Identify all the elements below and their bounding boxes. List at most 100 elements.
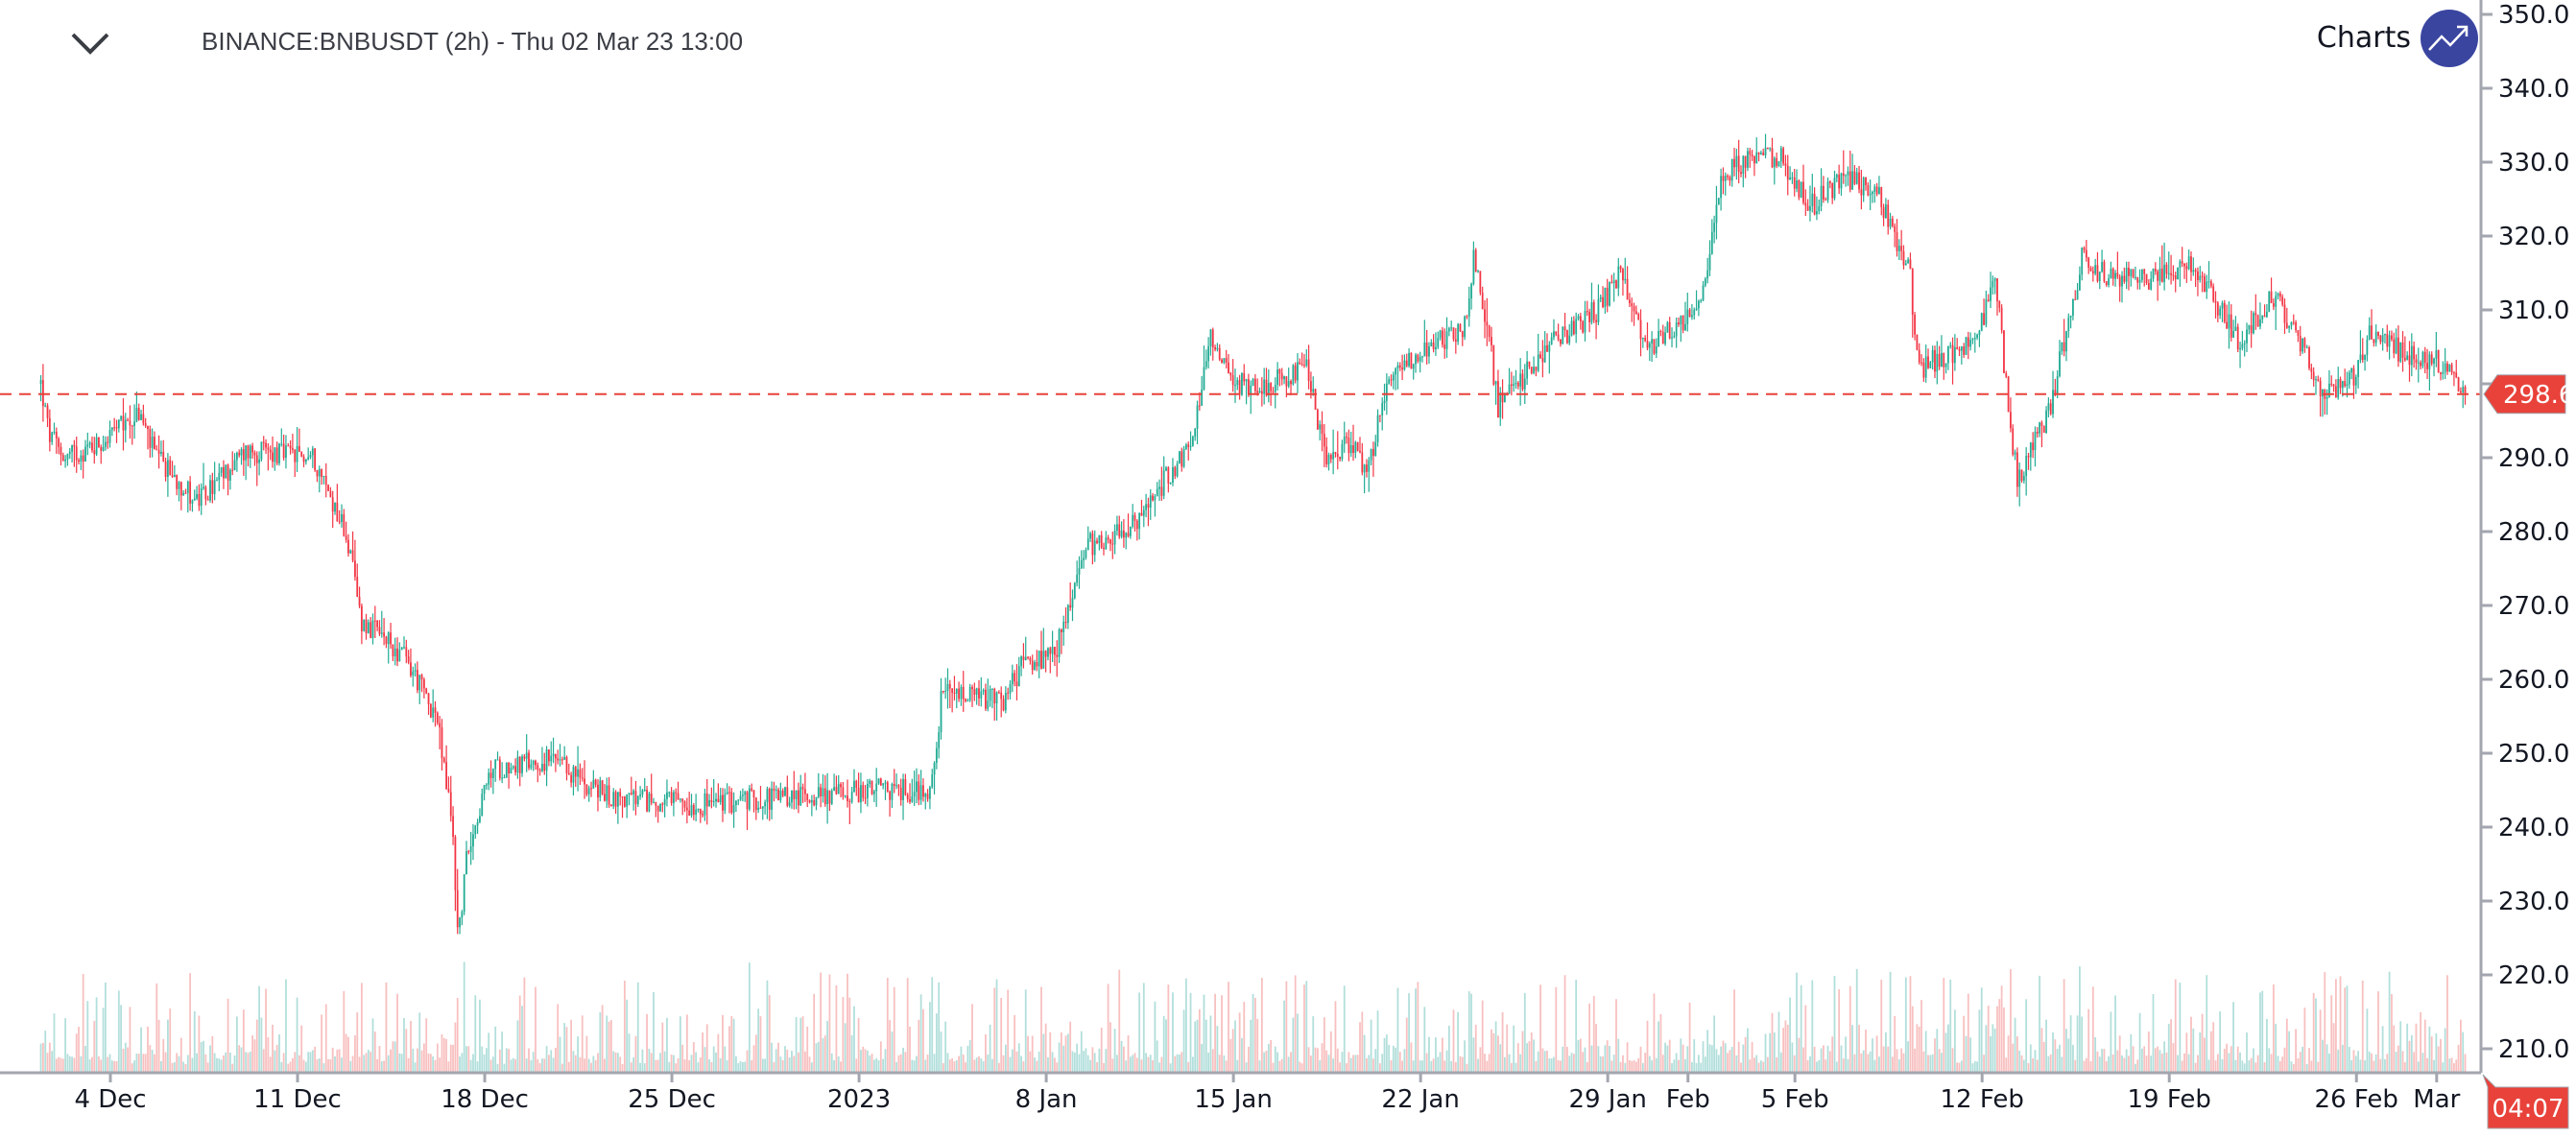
candle-body	[1477, 271, 1479, 273]
candle	[2128, 261, 2130, 291]
volume-bar	[41, 1042, 44, 1072]
candle	[518, 756, 521, 787]
brand-logo[interactable]	[2421, 10, 2478, 67]
volume-bar	[2239, 1052, 2241, 1072]
candle-body	[1100, 534, 1103, 548]
volume-bar	[940, 1031, 942, 1072]
volume-bar	[193, 1010, 196, 1072]
candle	[1432, 334, 1435, 353]
candle	[1528, 361, 1531, 369]
volume-bar	[1127, 1035, 1130, 1072]
volume-bar	[338, 1049, 341, 1072]
candle	[777, 787, 779, 801]
candle-body	[2194, 270, 2197, 272]
volume-bar	[1764, 1033, 1767, 1072]
candle-body	[2214, 300, 2217, 303]
candle-body	[1546, 344, 1548, 352]
candle	[2216, 300, 2219, 322]
candle	[1194, 427, 1197, 441]
candle	[211, 472, 214, 504]
volume-bar	[1860, 1053, 1863, 1072]
candle-body	[1639, 320, 1642, 340]
candle	[2384, 333, 2386, 344]
candle-body	[1488, 325, 1491, 338]
volume-bar	[285, 979, 287, 1072]
volume-bar	[847, 973, 848, 1072]
volume-bar	[304, 1061, 307, 1072]
volume-bar	[2393, 1025, 2396, 1072]
candle	[1225, 349, 1228, 368]
candle-body	[606, 785, 608, 801]
candle-body	[1769, 148, 1772, 150]
volume-bar	[459, 1056, 461, 1072]
volume-bar	[1280, 1058, 1283, 1072]
volume-bar	[432, 1056, 435, 1072]
volume-bar	[216, 1057, 218, 1072]
candle	[1390, 374, 1393, 387]
time-axis[interactable]: 4 Dec 11 Dec 18 Dec 25 Dec 2023 8 Jan 15 Jan 22…	[74, 1073, 2461, 1114]
candle-body	[1938, 353, 1941, 367]
candle	[1990, 272, 1992, 308]
price-tick-label: 350.0	[2498, 1, 2569, 30]
candle	[1664, 326, 1666, 346]
volume-bar	[2444, 1028, 2446, 1072]
candle-body	[1987, 299, 1990, 301]
volume-bar	[1535, 1060, 1538, 1072]
candle-body	[516, 756, 519, 773]
volume-bar	[1519, 1054, 1522, 1072]
candle-body	[2138, 279, 2141, 283]
volume-bar	[2357, 1051, 2359, 1072]
volume-bar	[1800, 984, 1802, 1072]
volume-bar	[1231, 1029, 1234, 1072]
candle	[1156, 482, 1158, 497]
volume-bar	[2295, 1029, 2297, 1072]
candle	[1779, 146, 1782, 169]
volume-bar	[1900, 1048, 1903, 1072]
candle	[400, 647, 403, 651]
candle	[690, 794, 693, 818]
volume-bar	[2089, 1061, 2092, 1072]
volume-bar	[1582, 1052, 1585, 1072]
volume-bar	[2094, 1036, 2097, 1072]
candle-body	[1401, 367, 1404, 370]
volume-bar	[1771, 1012, 1774, 1072]
candle-body	[422, 679, 425, 689]
candle	[766, 786, 769, 819]
candle-body	[203, 486, 204, 488]
price-axis[interactable]: 350.0340.0330.0320.0310.0290.0280.0270.0…	[2481, 1, 2569, 1064]
candle-body	[1880, 187, 1883, 207]
candle-body	[1724, 176, 1727, 181]
volume-bar	[447, 1061, 450, 1072]
candle	[612, 788, 615, 810]
volume-bar	[1419, 1060, 1421, 1072]
collapse-toggle-button[interactable]	[69, 29, 111, 58]
candle	[1789, 166, 1791, 180]
candle-body	[1992, 280, 1994, 288]
candle-body	[2223, 302, 2226, 322]
candle-body	[1064, 621, 1067, 624]
candle-body	[1530, 367, 1533, 373]
candle-body	[730, 792, 733, 813]
candle-body	[1733, 158, 1735, 168]
candle-body	[2361, 354, 2364, 361]
candle	[1980, 312, 1983, 332]
candle-body	[1914, 315, 1916, 335]
candle	[1777, 160, 1780, 168]
volume-bar	[2157, 1046, 2159, 1072]
volume-bar	[1784, 1020, 1787, 1072]
candle-body	[1044, 651, 1047, 657]
candle	[2098, 271, 2101, 290]
time-tick-label: 4 Dec	[74, 1085, 146, 1114]
volume-bar	[1562, 1046, 1564, 1072]
volume-bar	[1791, 1042, 1794, 1072]
candle	[147, 425, 149, 450]
candle	[2032, 432, 2035, 459]
candle-body	[370, 622, 372, 638]
candle-body	[2074, 298, 2077, 300]
candle-body	[1439, 330, 1442, 339]
candle	[117, 419, 120, 433]
candle	[882, 782, 885, 790]
candle-body	[1352, 445, 1354, 453]
candle	[1653, 339, 1656, 355]
